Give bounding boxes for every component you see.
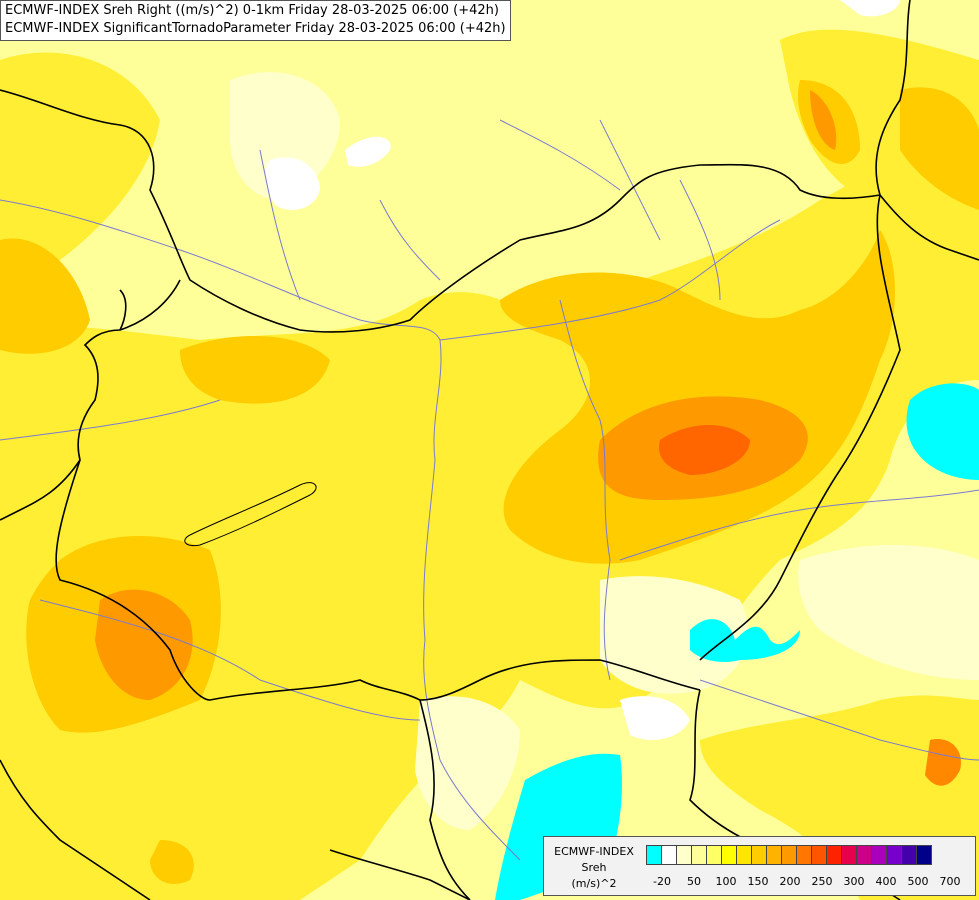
sreh-field-red-spot xyxy=(925,739,961,786)
legend-swatch xyxy=(781,845,797,865)
lake-outline xyxy=(184,482,317,547)
legend-swatch xyxy=(901,845,917,865)
sreh-field-orange xyxy=(95,90,837,700)
legend-tick-label: 200 xyxy=(779,875,801,888)
legend-swatch xyxy=(886,845,902,865)
legend-tick-label: 500 xyxy=(907,875,929,888)
legend-swatch xyxy=(661,845,677,865)
legend-swatch xyxy=(706,845,722,865)
legend-tick-label: 300 xyxy=(843,875,865,888)
color-legend: ECMWF-INDEX Sreh (m/s)^2 -20 50 100 150 200 2… xyxy=(543,836,976,896)
legend-parameter: Sreh xyxy=(581,861,607,874)
legend-unit: (m/s)^2 xyxy=(571,877,617,890)
legend-swatch xyxy=(871,845,887,865)
map-title-line2: ECMWF-INDEX SignificantTornadoParameter … xyxy=(5,21,506,36)
legend-swatches xyxy=(646,845,932,865)
legend-swatch xyxy=(646,845,662,865)
legend-swatch xyxy=(796,845,812,865)
legend-swatch xyxy=(841,845,857,865)
rivers xyxy=(0,119,979,861)
legend-tick-label: 250 xyxy=(811,875,833,888)
sreh-field-white xyxy=(265,0,900,740)
legend-model: ECMWF-INDEX xyxy=(554,845,634,858)
map-title-box: ECMWF-INDEX Sreh Right ((m/s)^2) 0-1km F… xyxy=(0,0,511,41)
legend-swatch xyxy=(916,845,932,865)
legend-swatch xyxy=(856,845,872,865)
map-title-line1: ECMWF-INDEX Sreh Right ((m/s)^2) 0-1km F… xyxy=(5,3,499,18)
legend-tick-label: 100 xyxy=(715,875,737,888)
legend-tick-label: 150 xyxy=(747,875,769,888)
legend-swatch xyxy=(676,845,692,865)
legend-tick-label: -20 xyxy=(653,875,671,888)
legend-swatch xyxy=(736,845,752,865)
legend-swatch xyxy=(751,845,767,865)
legend-tick-label: 700 xyxy=(939,875,961,888)
legend-tick-label: 50 xyxy=(687,875,701,888)
legend-swatch xyxy=(811,845,827,865)
legend-swatch xyxy=(826,845,842,865)
sreh-field-max xyxy=(659,425,750,475)
sreh-field-pale xyxy=(230,72,979,830)
legend-swatch xyxy=(721,845,737,865)
legend-tick-label: 400 xyxy=(875,875,897,888)
legend-swatch xyxy=(691,845,707,865)
legend-swatch xyxy=(766,845,782,865)
